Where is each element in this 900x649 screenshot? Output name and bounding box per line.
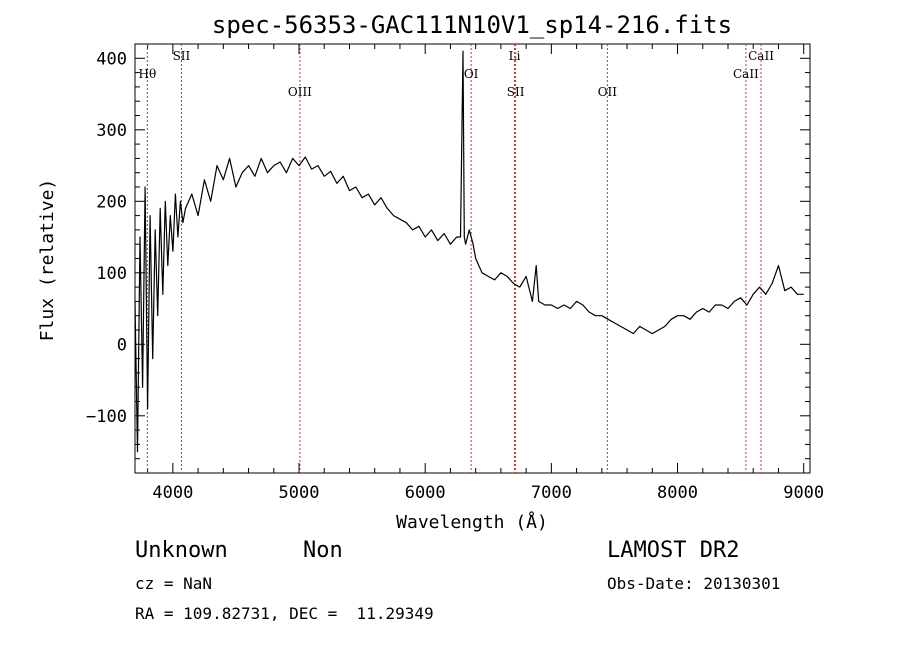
- spectral-line-label: OI: [464, 67, 479, 81]
- observation-date: Obs-Date: 20130301: [607, 574, 781, 593]
- object-type: Unknown: [135, 538, 228, 563]
- spectral-line-label: Li: [509, 49, 521, 63]
- spectral-line-label: SII: [507, 85, 525, 99]
- x-axis-label: Wavelength (Å): [396, 511, 548, 533]
- spectrum-series: [134, 50, 804, 453]
- plot-frame: [134, 43, 811, 474]
- y-tick-label: 200: [96, 192, 127, 212]
- spectrum-chart: spec-56353-GAC111N10V1_sp14-216.fits 400…: [37, 11, 824, 533]
- y-tick-label: 300: [96, 121, 127, 141]
- y-tick-label: 400: [96, 49, 127, 69]
- x-tick-label: 9000: [783, 483, 824, 503]
- spectral-line-label: CaII: [748, 49, 774, 63]
- object-subclass: Non: [303, 538, 343, 563]
- spectral-line-label: OII: [598, 85, 618, 99]
- redshift-readout: cz = NaN: [135, 574, 213, 593]
- x-tick-label: 8000: [657, 483, 698, 503]
- spectral-line-label: Hθ: [139, 67, 157, 81]
- chart-title: spec-56353-GAC111N10V1_sp14-216.fits: [212, 11, 732, 39]
- x-tick-label: 6000: [405, 483, 446, 503]
- spectral-line-label: OIII: [288, 85, 312, 99]
- coordinates-readout: RA = 109.82731, DEC = 11.29349: [135, 604, 434, 623]
- y-tick-label: −100: [86, 407, 127, 427]
- plot-area: 4000 5000 6000 7000 8000 9000 −100 0 100 200 300 40…: [86, 43, 824, 503]
- y-axis-label: Flux (relative): [37, 179, 58, 342]
- survey-name: LAMOST DR2: [607, 538, 740, 563]
- x-tick-label: 7000: [531, 483, 572, 503]
- y-tick-label: 100: [96, 264, 127, 284]
- spectral-line-label: CaII: [733, 67, 759, 81]
- y-tick-label: 0: [117, 335, 127, 355]
- x-tick-label: 4000: [152, 483, 193, 503]
- spectral-line-label: SII: [173, 49, 191, 63]
- x-tick-label: 5000: [279, 483, 320, 503]
